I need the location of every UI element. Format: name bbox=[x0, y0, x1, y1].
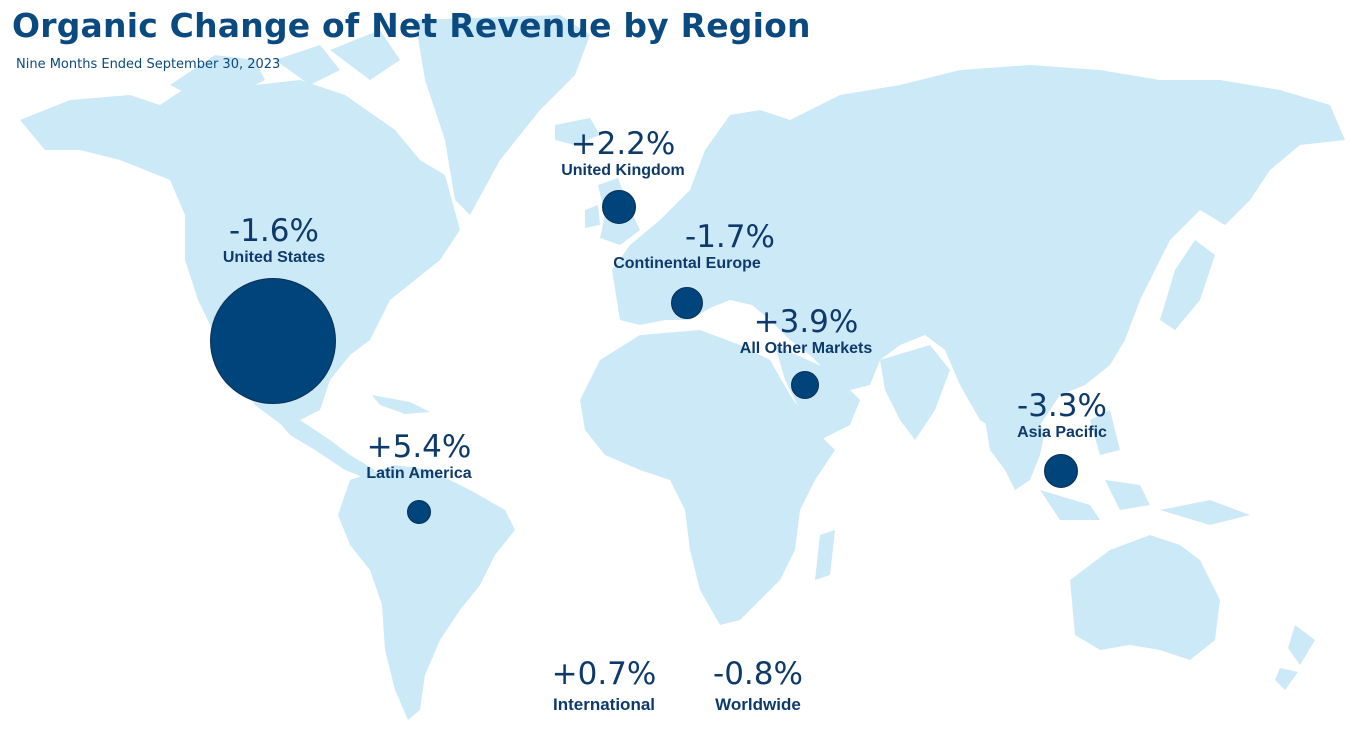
page-title: Organic Change of Net Revenue by Region bbox=[12, 6, 811, 45]
africa-landmass bbox=[580, 330, 835, 625]
arabian-peninsula bbox=[775, 345, 860, 440]
bubble-latin-america bbox=[407, 500, 431, 524]
page-subtitle: Nine Months Ended September 30, 2023 bbox=[16, 57, 281, 72]
total-worldwide: -0.8% Worldwide bbox=[713, 656, 803, 714]
region-label-latin-america: +5.4% Latin America bbox=[366, 429, 471, 483]
region-label-united-states: -1.6% United States bbox=[223, 213, 325, 267]
region-name: All Other Markets bbox=[739, 340, 873, 357]
indonesia-islands bbox=[1040, 410, 1250, 525]
new-zealand-islands bbox=[1275, 625, 1315, 690]
region-label-continental-europe: -1.7% Continental Europe bbox=[599, 219, 775, 273]
southeast-asia-landmass bbox=[985, 410, 1045, 490]
region-name: United Kingdom bbox=[561, 162, 685, 179]
region-change: +2.2% bbox=[570, 126, 676, 162]
total-change: -0.8% bbox=[713, 656, 803, 692]
north-america-landmass bbox=[20, 75, 460, 425]
total-change: +0.7% bbox=[551, 656, 657, 692]
region-change: -1.7% bbox=[685, 219, 775, 255]
caribbean-islands bbox=[372, 395, 430, 414]
japan-islands bbox=[1160, 240, 1215, 330]
australia-landmass bbox=[1070, 535, 1220, 660]
region-change: -3.3% bbox=[1017, 388, 1107, 424]
region-change: -1.6% bbox=[229, 213, 319, 249]
region-name: Asia Pacific bbox=[1017, 424, 1107, 441]
region-label-united-kingdom: +2.2% United Kingdom bbox=[561, 126, 685, 180]
region-label-asia-pacific: -3.3% Asia Pacific bbox=[1017, 388, 1107, 442]
region-change: +5.4% bbox=[366, 429, 472, 465]
india-landmass bbox=[880, 345, 950, 440]
bubble-united-kingdom bbox=[602, 190, 636, 224]
region-change: +3.9% bbox=[753, 304, 859, 340]
central-america-landmass bbox=[260, 400, 375, 480]
bubble-asia-pacific bbox=[1044, 454, 1078, 488]
greenland-landmass bbox=[415, 15, 590, 215]
region-name: Continental Europe bbox=[613, 255, 761, 272]
total-international: +0.7% International bbox=[552, 656, 657, 714]
region-label-all-other-markets: +3.9% All Other Markets bbox=[740, 304, 872, 358]
bubble-all-other-markets bbox=[791, 371, 819, 399]
madagascar-landmass bbox=[815, 530, 835, 580]
south-america-landmass bbox=[338, 465, 515, 720]
region-name: Latin America bbox=[366, 465, 472, 482]
total-name: Worldwide bbox=[715, 695, 801, 714]
eurasia-landmass bbox=[612, 65, 1345, 440]
total-name: International bbox=[552, 695, 656, 714]
bubble-continental-europe bbox=[671, 287, 703, 319]
region-name: United States bbox=[222, 249, 326, 266]
bubble-united-states bbox=[210, 278, 336, 404]
iceland-landmass bbox=[555, 118, 600, 145]
arctic-islands bbox=[170, 30, 400, 100]
